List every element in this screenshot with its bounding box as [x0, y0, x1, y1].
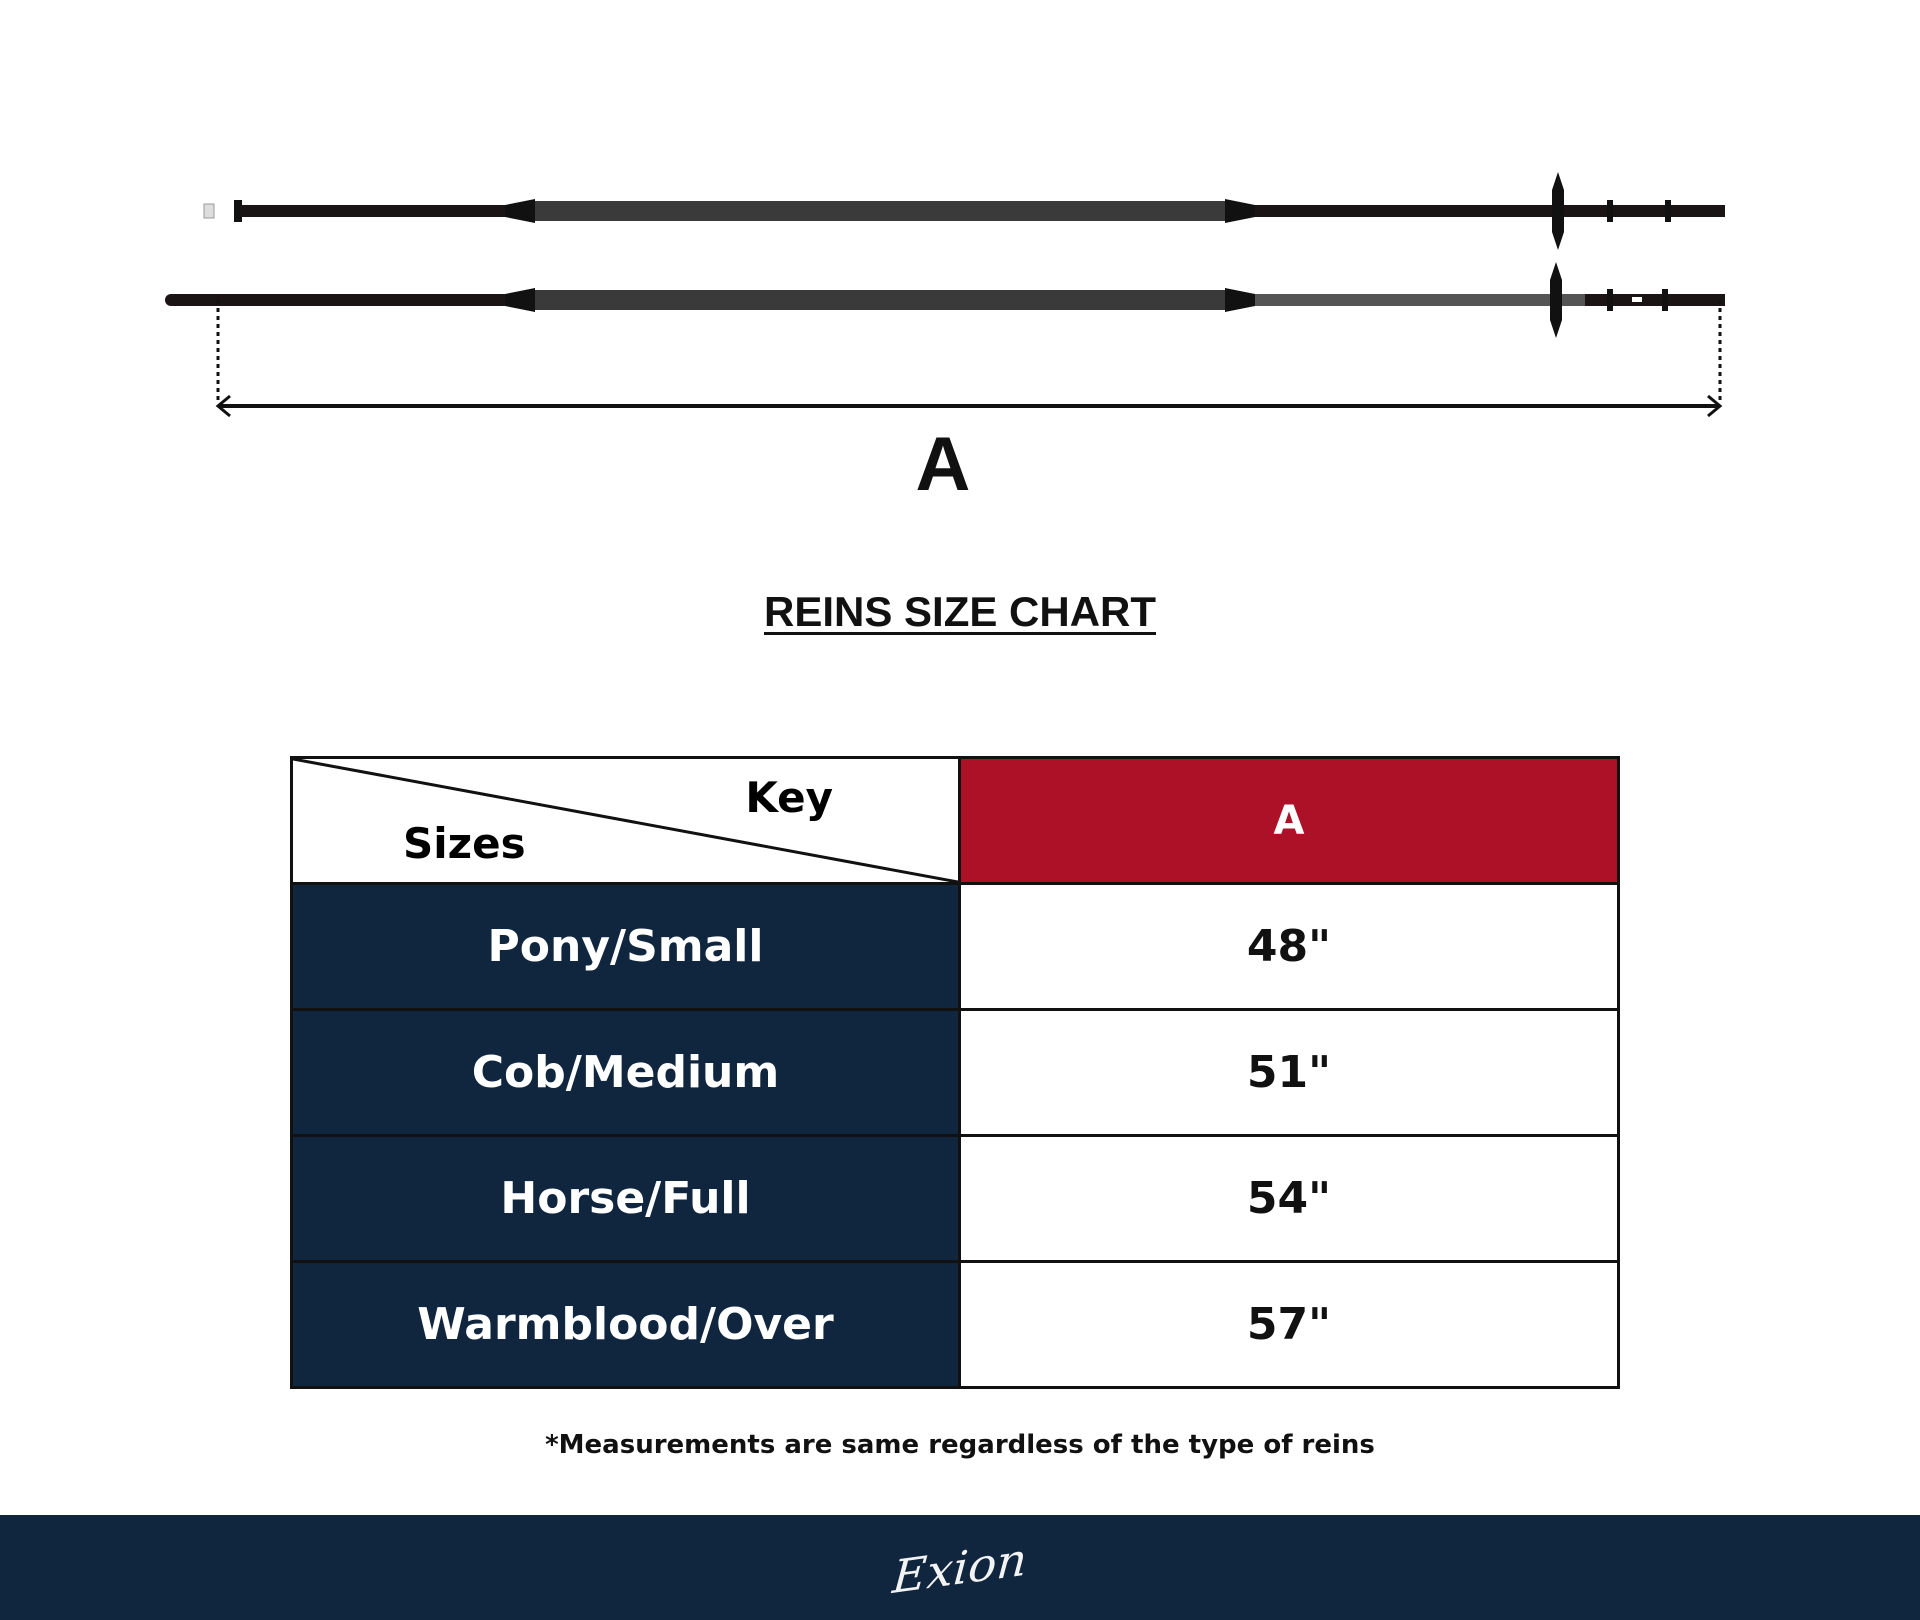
size-cell: Cob/Medium — [290, 1008, 961, 1137]
footer-bar: Exion — [0, 1515, 1920, 1620]
size-cell: Pony/Small — [290, 882, 961, 1011]
table-row: Pony/Small 48" — [290, 882, 1620, 1011]
table-row: Cob/Medium 51" — [290, 1008, 1620, 1137]
rein-bottom — [165, 262, 1725, 338]
size-cell: Warmblood/Over — [290, 1260, 961, 1389]
table-row: Warmblood/Over 57" — [290, 1260, 1620, 1389]
value-cell: 54" — [958, 1134, 1620, 1263]
dimension-line — [215, 300, 1723, 418]
sizes-label: Sizes — [403, 819, 526, 868]
table-header-row: Key Sizes A — [290, 756, 1620, 885]
diagonal-divider — [293, 759, 958, 882]
reins-diagram: A — [165, 172, 1725, 507]
value-cell: 48" — [958, 882, 1620, 1011]
value-cell: 51" — [958, 1008, 1620, 1137]
footnote: *Measurements are same regardless of the… — [545, 1430, 1375, 1460]
key-label: Key — [745, 773, 833, 822]
rein-top — [203, 172, 1725, 250]
key-sizes-header: Key Sizes — [290, 756, 961, 885]
page-title: REINS SIZE CHART — [763, 588, 1157, 635]
brand-logo: Exion — [890, 1531, 1030, 1604]
size-chart-table: Key Sizes A Pony/Small 48" Cob/Medium 51" … — [290, 756, 1620, 1389]
column-header-a: A — [958, 756, 1620, 885]
size-cell: Horse/Full — [290, 1134, 961, 1263]
dimension-label: A — [916, 422, 971, 507]
value-cell: 57" — [958, 1260, 1620, 1389]
table-row: Horse/Full 54" — [290, 1134, 1620, 1263]
